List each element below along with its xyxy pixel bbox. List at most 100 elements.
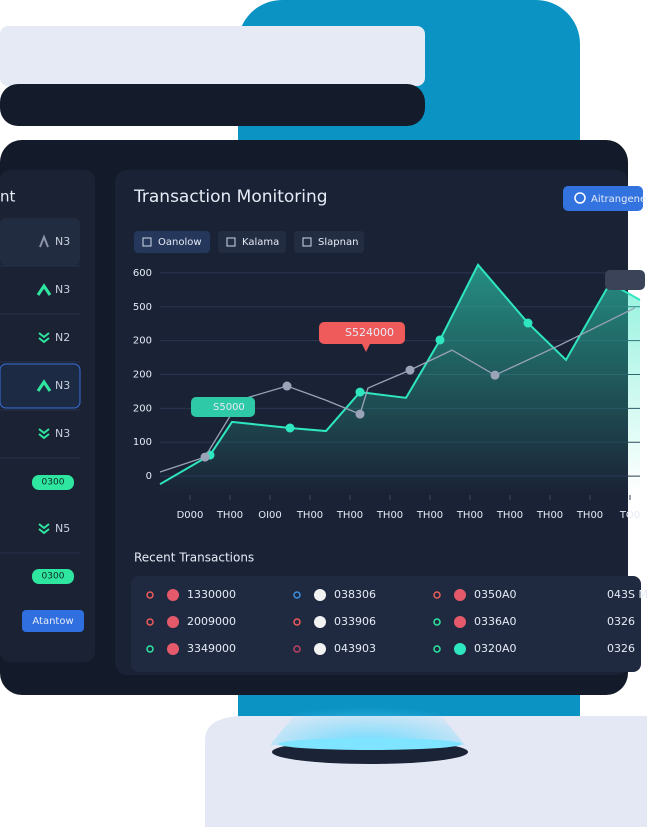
point bbox=[355, 387, 365, 397]
arrow-up bbox=[36, 379, 52, 392]
arrow-up bbox=[36, 283, 52, 296]
avatar bbox=[167, 643, 179, 655]
sidebar-button[interactable]: Atantow bbox=[32, 616, 73, 627]
y-tick-label: 500 bbox=[133, 302, 152, 313]
status-dot bbox=[146, 591, 154, 599]
point bbox=[405, 365, 415, 375]
callout-bg bbox=[191, 397, 255, 417]
point bbox=[355, 409, 365, 419]
arrow-down bbox=[38, 332, 50, 344]
sidebar-row: N3 bbox=[55, 283, 70, 296]
transaction-id: 3349000 bbox=[187, 642, 236, 655]
status-dot bbox=[433, 645, 441, 653]
y-tick-label: 0 bbox=[146, 471, 152, 482]
x-tick-label: TH00 bbox=[496, 510, 523, 521]
x-tick-label: TH00 bbox=[216, 510, 243, 521]
point bbox=[285, 423, 295, 433]
point bbox=[490, 370, 500, 380]
transaction-id: 0336A0 bbox=[474, 615, 517, 628]
point bbox=[435, 335, 445, 345]
area-fill bbox=[160, 264, 640, 493]
pill bbox=[32, 475, 74, 490]
x-tick-label: TH00 bbox=[376, 510, 403, 521]
top-bar bbox=[0, 26, 425, 86]
callout-tail bbox=[362, 344, 370, 352]
section-title: Recent Transactions bbox=[134, 551, 254, 565]
top-bar-dark bbox=[0, 84, 425, 126]
status-dot bbox=[433, 591, 441, 599]
pill bbox=[32, 569, 74, 584]
sidebar-button-bg bbox=[22, 610, 84, 632]
x-tick-label: TH00 bbox=[576, 510, 603, 521]
panel-title: Transaction Monitoring bbox=[133, 187, 328, 207]
status-dot bbox=[433, 618, 441, 626]
annotation: S524000 bbox=[345, 326, 394, 339]
x-tick-label: TH00 bbox=[536, 510, 563, 521]
transaction-id: 1330000 bbox=[187, 588, 236, 601]
status-dot bbox=[293, 645, 301, 653]
tab[interactable]: Kalama bbox=[242, 237, 279, 248]
callout-bg bbox=[319, 322, 405, 344]
y-tick-label: 100 bbox=[133, 437, 152, 448]
point bbox=[523, 318, 533, 328]
sidebar bbox=[0, 170, 95, 662]
y-tick-label: 600 bbox=[133, 268, 152, 279]
header-button-bg bbox=[563, 186, 643, 211]
search-icon bbox=[574, 192, 586, 204]
header-button[interactable]: Aitrangene bbox=[591, 194, 646, 205]
transaction-id: 033906 bbox=[334, 615, 376, 628]
transaction-id: 2009000 bbox=[187, 615, 236, 628]
transaction-id: 0326 bbox=[607, 615, 635, 628]
avatar bbox=[314, 616, 326, 628]
pill-label: 0300 bbox=[42, 572, 65, 582]
avatar bbox=[167, 589, 179, 601]
status-dot bbox=[146, 618, 154, 626]
status-dot bbox=[146, 645, 154, 653]
tab-icon bbox=[302, 237, 312, 247]
tab[interactable]: Slapnan bbox=[318, 237, 358, 248]
x-tick-label: TH00 bbox=[336, 510, 363, 521]
pill-label: 0300 bbox=[42, 478, 65, 488]
transaction-id: 0350A0 bbox=[474, 588, 517, 601]
series-line bbox=[159, 263, 641, 486]
avatar bbox=[454, 643, 466, 655]
arrow-down bbox=[38, 428, 50, 440]
sidebar-row: N3 bbox=[55, 379, 70, 392]
transactions-panel bbox=[131, 576, 641, 672]
x-tick-label: TH00 bbox=[296, 510, 323, 521]
arrow-down bbox=[38, 523, 50, 535]
sidebar-row: N2 bbox=[55, 331, 70, 344]
avatar bbox=[167, 616, 179, 628]
transaction-id: 043S M bbox=[607, 588, 647, 601]
y-tick-label: 200 bbox=[133, 336, 152, 347]
tab[interactable]: Oanolow bbox=[158, 237, 202, 248]
x-tick-label: TH00 bbox=[416, 510, 443, 521]
y-tick-label: 200 bbox=[133, 370, 152, 381]
sidebar-row: N3 bbox=[55, 235, 70, 248]
pedestal-glow bbox=[278, 738, 462, 750]
y-tick-label: 200 bbox=[133, 403, 152, 414]
x-tick-label: TH00 bbox=[456, 510, 483, 521]
transaction-id: 043903 bbox=[334, 642, 376, 655]
x-tick-label: OI00 bbox=[258, 510, 282, 521]
x-tick-label: D000 bbox=[177, 510, 204, 521]
row-highlight bbox=[0, 218, 80, 266]
avatar bbox=[314, 589, 326, 601]
tab-icon bbox=[142, 237, 152, 247]
transaction-id: 0320A0 bbox=[474, 642, 517, 655]
status-dot bbox=[293, 618, 301, 626]
tab-bg bbox=[294, 231, 364, 253]
status-dot bbox=[293, 591, 301, 599]
sidebar-row: N5 bbox=[55, 522, 70, 535]
avatar bbox=[454, 616, 466, 628]
sidebar-heading: nt bbox=[0, 188, 16, 206]
tab-bg bbox=[134, 231, 210, 253]
hologram-beam bbox=[270, 690, 465, 745]
x-tick-label: TO0 bbox=[619, 510, 640, 521]
status-icon bbox=[39, 234, 49, 248]
avatar bbox=[314, 643, 326, 655]
point bbox=[200, 452, 210, 462]
annotation: S5000 bbox=[213, 402, 245, 413]
